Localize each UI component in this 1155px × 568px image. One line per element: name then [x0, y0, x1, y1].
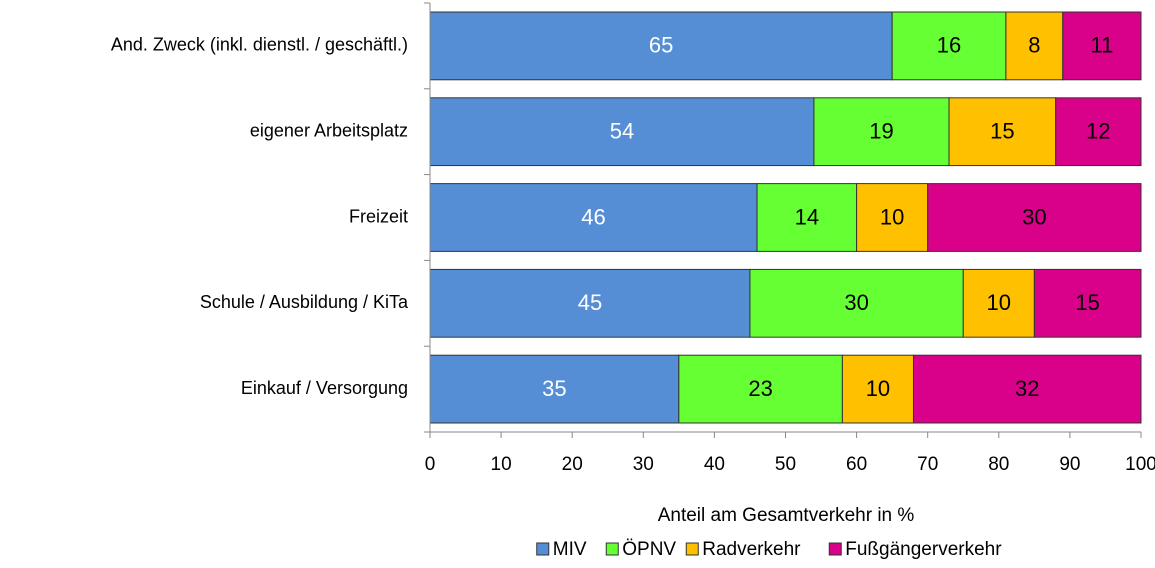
bar-segment: [429, 268, 751, 338]
bar-segment: [756, 183, 858, 252]
data-label: 23: [748, 376, 772, 401]
x-tick-label: 30: [633, 454, 654, 475]
data-label: 30: [1022, 204, 1046, 229]
bar-segment: [1033, 268, 1142, 338]
data-label: 45: [578, 290, 602, 315]
y-tick-label: Einkauf / Versorgung: [241, 378, 408, 398]
data-label: 8: [1028, 33, 1040, 58]
y-tick-label: eigener Arbeitsplatz: [250, 120, 408, 140]
data-label: 11: [1090, 33, 1113, 58]
bar-segment: [927, 183, 1142, 252]
data-label: 10: [880, 204, 904, 229]
data-label: 32: [1015, 376, 1039, 401]
bar-segment: [678, 354, 843, 424]
bar-segment: [1062, 11, 1142, 81]
bar-segment: [429, 97, 815, 167]
data-label: 65: [649, 33, 673, 58]
data-label: 14: [795, 204, 819, 229]
data-label: 10: [987, 290, 1011, 315]
data-label: 10: [866, 376, 890, 401]
x-tick-label: 40: [704, 454, 725, 475]
legend-swatch: [828, 542, 842, 556]
x-tick-label: 0: [425, 454, 436, 475]
bar-segment: [749, 268, 964, 338]
bar-segment: [912, 354, 1142, 424]
data-label: 16: [937, 33, 961, 58]
legend-label: ÖPNV: [622, 539, 676, 560]
x-tick-label: 80: [988, 454, 1009, 475]
bar-segment: [948, 97, 1057, 167]
data-label: 12: [1086, 119, 1110, 144]
x-tick-label: 20: [562, 454, 583, 475]
x-tick-label: 10: [491, 454, 512, 475]
legend-label: Radverkehr: [702, 539, 801, 560]
data-label: 19: [869, 119, 893, 144]
data-label: 54: [610, 119, 634, 144]
data-label: 15: [1075, 290, 1099, 315]
data-label: 15: [990, 119, 1014, 144]
legend-label: MIV: [553, 539, 587, 560]
legend-label: Fußgängerverkehr: [845, 539, 1002, 560]
bar-segment: [429, 11, 893, 81]
x-tick-label: 100: [1125, 454, 1155, 475]
x-tick-label: 90: [1059, 454, 1080, 475]
bar-segment: [429, 354, 680, 424]
legend-swatch: [536, 542, 550, 556]
data-label: 30: [844, 290, 868, 315]
bar-segment: [891, 11, 1007, 81]
x-tick-label: 50: [775, 454, 796, 475]
legend-swatch: [685, 542, 699, 556]
x-axis-label: Anteil am Gesamtverkehr in %: [658, 505, 915, 526]
bar-segment: [813, 97, 950, 167]
data-label: 35: [542, 376, 566, 401]
x-tick-label: 60: [846, 454, 867, 475]
data-label: 46: [581, 204, 605, 229]
y-tick-label: Schule / Ausbildung / KiTa: [200, 292, 409, 312]
y-tick-label: And. Zweck (inkl. dienstl. / geschäftl.): [111, 35, 408, 55]
x-tick-label: 70: [917, 454, 938, 475]
bar-segment: [841, 354, 914, 424]
bar-segment: [1055, 97, 1142, 167]
legend-swatch: [605, 542, 619, 556]
y-tick-label: Freizeit: [349, 206, 408, 226]
bar-segment: [1005, 11, 1064, 81]
